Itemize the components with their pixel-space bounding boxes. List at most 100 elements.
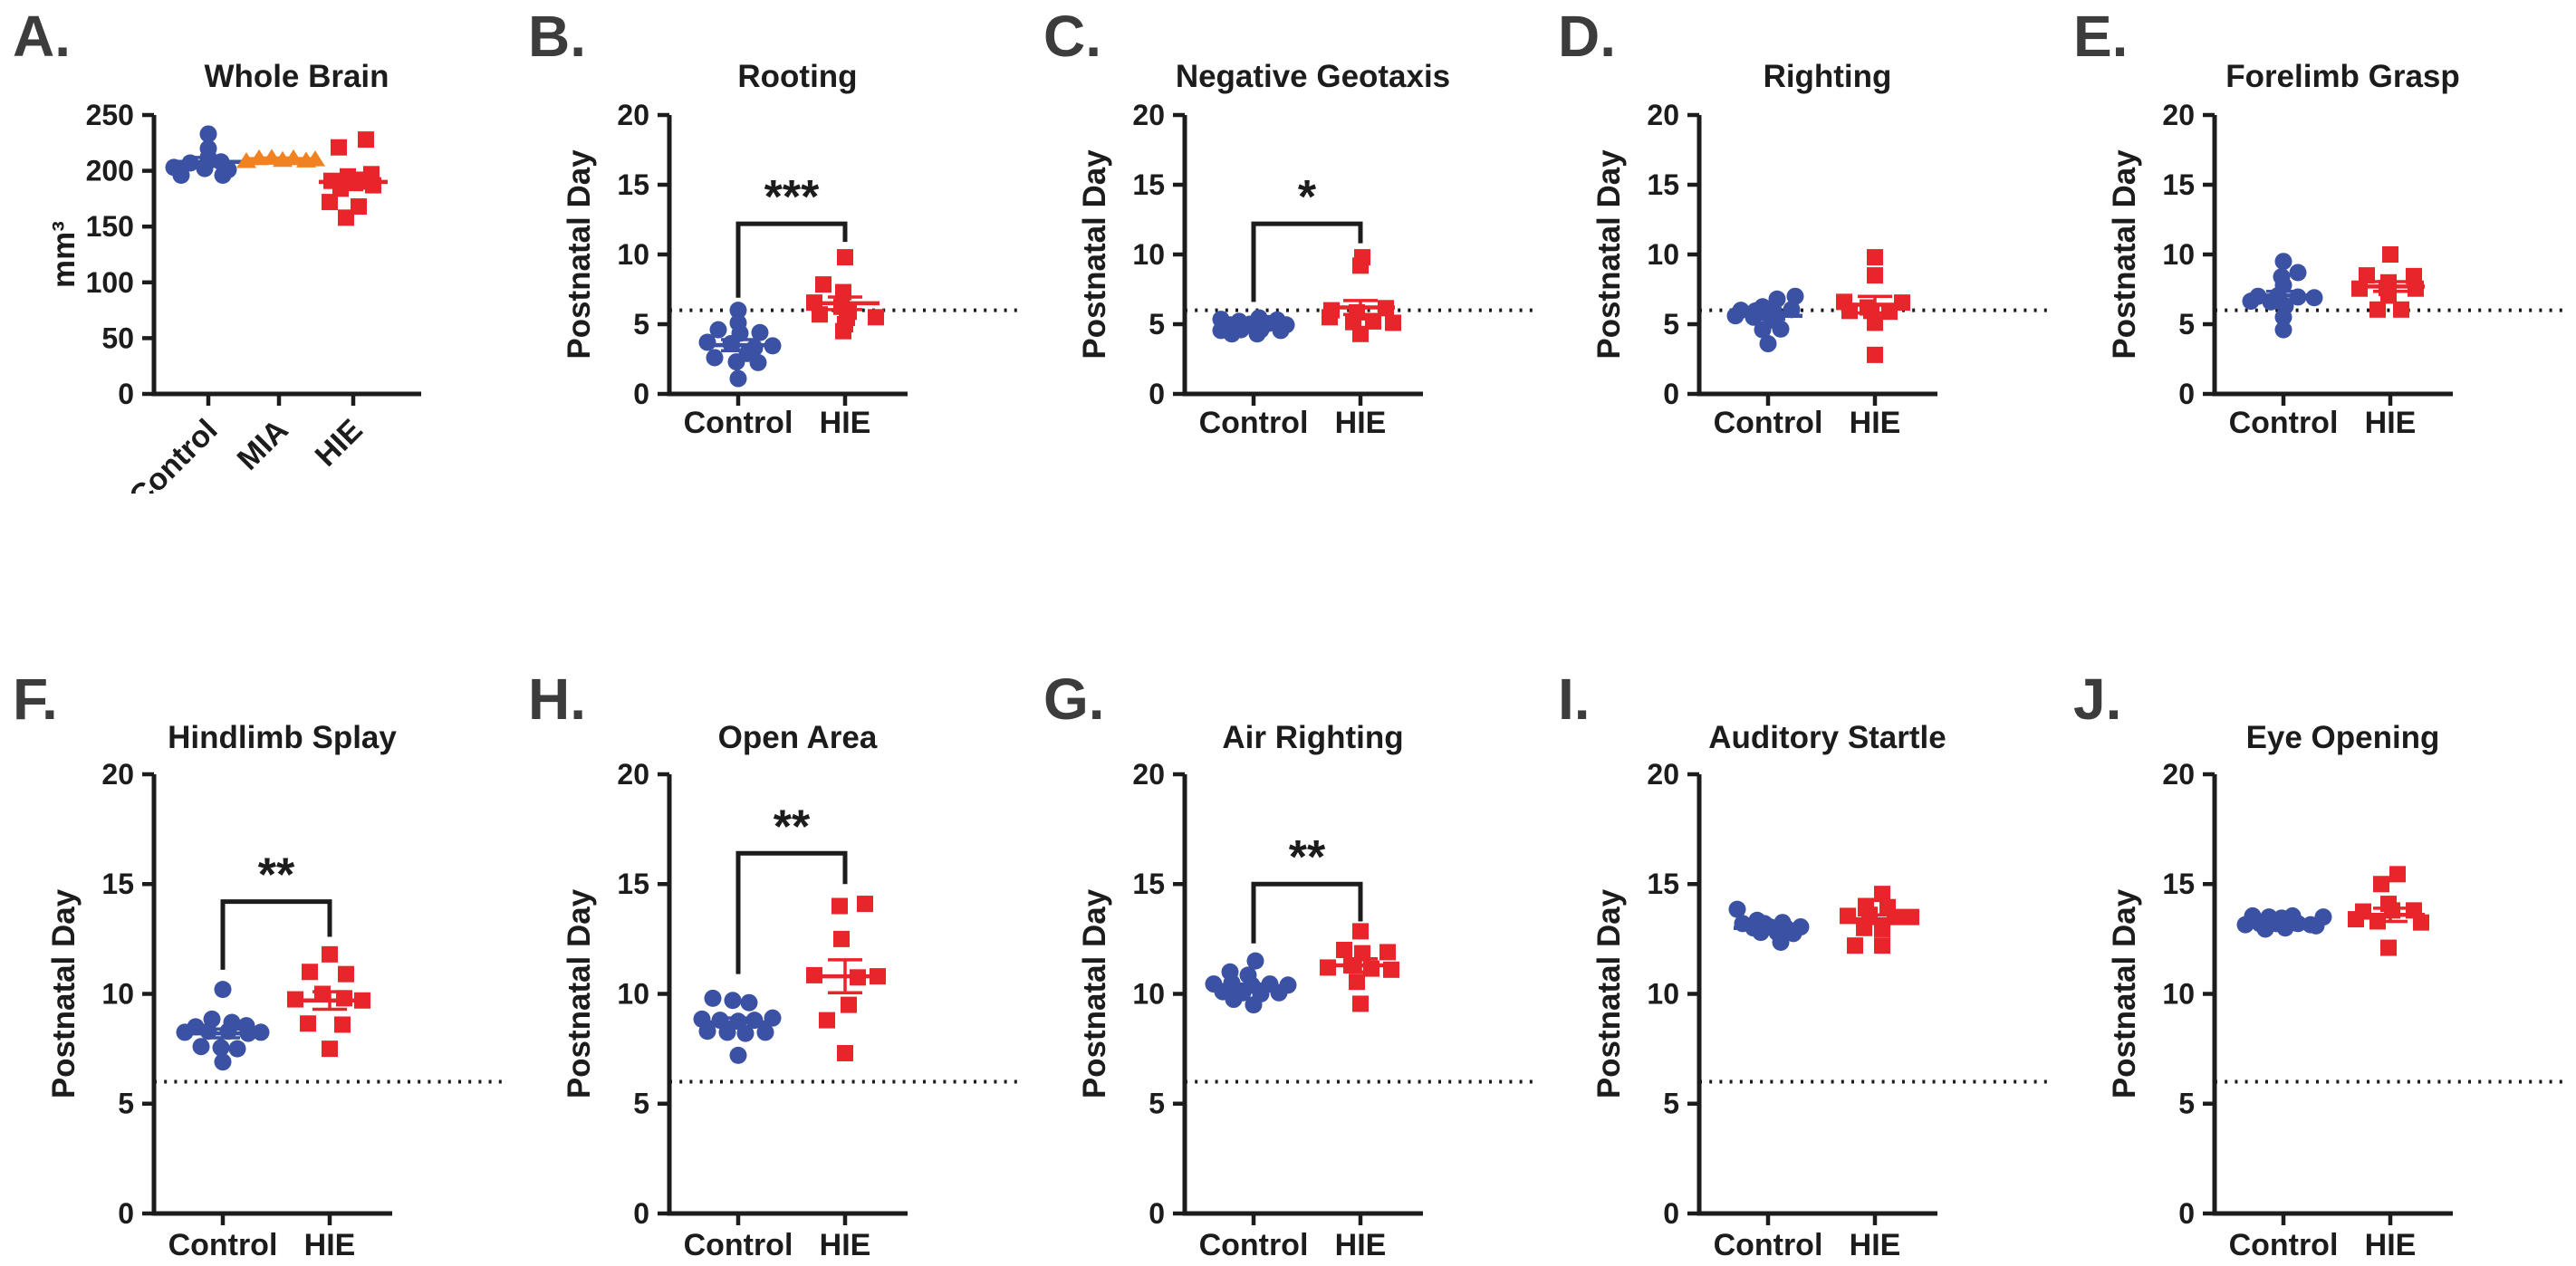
data-point-square <box>337 965 354 983</box>
data-point-square <box>321 945 338 963</box>
data-point-circle <box>724 992 742 1010</box>
panel-label-B: B. <box>528 4 586 69</box>
y-tick-label: 0 <box>1149 378 1165 410</box>
chart-C: C. Negative Geotaxis 0 5 10 15 20 Postnatal Day… <box>1043 4 1535 440</box>
y-tick-label: 20 <box>1132 99 1165 131</box>
panel-label-H: H. <box>528 667 586 732</box>
y-tick-label: 0 <box>1664 1197 1680 1230</box>
significance-bracket <box>1251 221 1363 302</box>
data-point-square <box>1335 942 1352 958</box>
data-point-square <box>840 996 857 1013</box>
y-axis-title: Postnatal Day <box>562 888 597 1098</box>
significance-label: * <box>1297 171 1316 224</box>
data-point-square <box>867 309 884 326</box>
data-point-square <box>350 198 367 216</box>
series-control <box>1728 900 1810 952</box>
chart-title: Hindlimb Splay <box>168 720 397 755</box>
panel-label-F: F. <box>13 667 58 732</box>
y-tick-label: 5 <box>2178 1088 2195 1120</box>
panel-label-J: J. <box>2073 667 2121 732</box>
chart-D: D. Righting 0 5 10 15 20 Postnatal Day Control HI… <box>1558 4 2051 440</box>
data-point-square <box>1903 908 1920 926</box>
data-point-circle <box>2274 308 2292 326</box>
data-point-square <box>2413 914 2430 931</box>
data-point-square <box>2380 939 2398 956</box>
data-point-circle <box>1225 991 1243 1009</box>
y-tick-label: 20 <box>1648 99 1680 131</box>
data-point-square <box>1348 973 1365 991</box>
data-point-square <box>1841 302 1859 320</box>
y-tick-label: 15 <box>617 868 649 900</box>
chart-title: Whole Brain <box>204 59 389 94</box>
data-point-square <box>1384 314 1401 331</box>
data-point-circle <box>751 323 769 341</box>
chart-title: Eye Opening <box>2246 720 2440 755</box>
chart-title: Auditory Startle <box>1709 720 1946 755</box>
x-category-label: Control <box>168 1228 278 1262</box>
data-point-circle <box>1759 335 1777 353</box>
data-point-circle <box>2289 264 2307 282</box>
y-tick-label: 5 <box>2178 308 2195 340</box>
x-category-label: Control <box>1198 406 1308 440</box>
y-tick-label: 10 <box>617 238 649 271</box>
panel-label-I: I. <box>1558 667 1591 732</box>
data-point-square <box>1351 923 1369 940</box>
series-control <box>176 981 270 1071</box>
significance-bracket <box>735 221 848 298</box>
y-tick-label: 5 <box>1149 308 1165 340</box>
data-point-circle <box>1272 321 1290 340</box>
data-point-square <box>1867 346 1884 363</box>
y-tick-label: 20 <box>617 99 649 131</box>
data-point-circle <box>1754 321 1772 339</box>
y-tick-label: 0 <box>118 378 134 410</box>
y-axis-title: mm³ <box>46 221 82 288</box>
data-point-square <box>1351 995 1369 1012</box>
data-point-circle <box>729 302 747 320</box>
x-category-label: Control <box>683 1228 793 1262</box>
y-tick-label: 0 <box>2178 1197 2195 1230</box>
data-point-circle <box>214 1053 232 1071</box>
panel-label-D: D. <box>1558 4 1616 69</box>
y-tick-label: 10 <box>1648 238 1680 271</box>
panel-C: C. Negative Geotaxis 0 5 10 15 20 Postnatal Day… <box>1031 0 1546 494</box>
y-tick-label: 10 <box>1132 238 1165 271</box>
significance-label: ** <box>1288 831 1325 884</box>
data-point-circle <box>1728 900 1746 918</box>
y-tick-label: 0 <box>633 1197 649 1230</box>
y-tick-label: 15 <box>1132 168 1165 201</box>
data-point-square <box>836 249 853 266</box>
panel-F: F. Hindlimb Splay 0 5 10 15 20 Postnatal Day Con… <box>0 652 515 1266</box>
data-point-square <box>1364 312 1381 330</box>
data-point-square <box>364 177 381 194</box>
y-tick-label: 10 <box>2163 977 2196 1010</box>
y-tick-label: 5 <box>118 1088 134 1120</box>
data-point-circle <box>764 337 782 355</box>
y-tick-label: 10 <box>101 977 134 1010</box>
y-tick-label: 15 <box>1132 868 1165 900</box>
x-category-label: Control <box>1714 406 1823 440</box>
series-control <box>2242 253 2323 339</box>
y-tick-label: 15 <box>617 168 649 201</box>
data-point-square <box>831 897 848 915</box>
data-point-circle <box>176 1023 194 1041</box>
y-tick-label: 150 <box>86 210 134 243</box>
significance-bracket <box>735 850 848 974</box>
data-point-square <box>818 1012 835 1029</box>
data-point-circle <box>199 125 217 143</box>
data-point-circle <box>1772 320 1790 338</box>
panel-I: I. Auditory Startle 0 5 10 15 20 Postnatal Day C… <box>1545 652 2061 1266</box>
data-point-square <box>2406 267 2423 284</box>
data-point-square <box>836 1044 853 1061</box>
data-point-square <box>814 276 831 293</box>
data-point-circle <box>756 1023 774 1041</box>
data-point-square <box>313 985 331 1002</box>
series-hie <box>318 131 388 226</box>
series-hie <box>286 945 370 1058</box>
panel-J: J. Eye Opening 0 5 10 15 20 Postnatal Day Contro… <box>2061 652 2576 1266</box>
series-hie <box>1319 923 1399 1012</box>
x-category-label: HIE <box>309 413 370 474</box>
x-category-label: Control <box>122 413 224 494</box>
data-point-square <box>321 1041 338 1058</box>
y-tick-label: 15 <box>2163 868 2196 900</box>
data-point-circle <box>706 349 724 367</box>
